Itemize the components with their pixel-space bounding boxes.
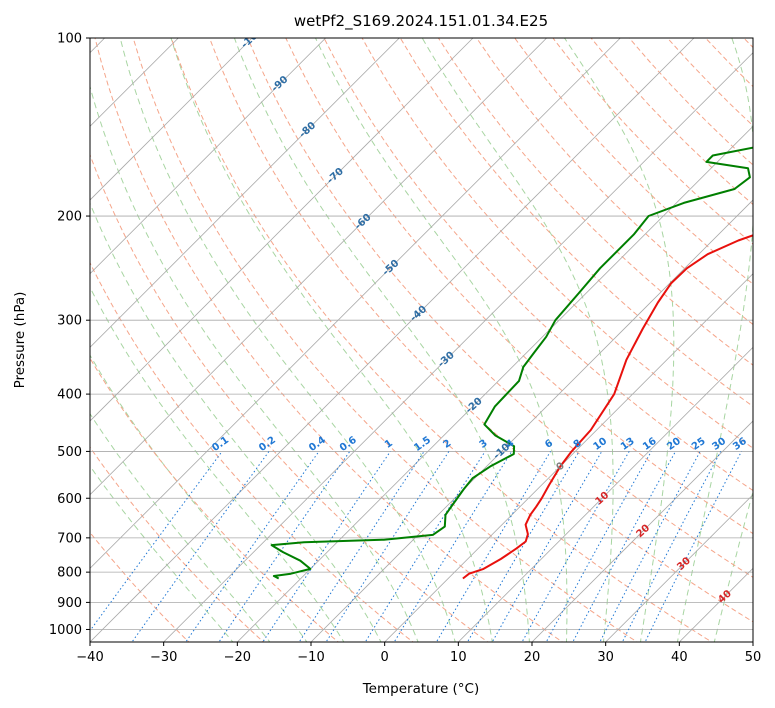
isotherm-line (90, 38, 400, 348)
mixing-ratio-line (364, 451, 486, 642)
dry-adiabats (90, 38, 753, 642)
y-tick-label: 700 (57, 531, 82, 546)
isotherm-line (90, 38, 253, 201)
isotherm-line (90, 38, 474, 422)
y-tick-label: 300 (57, 314, 82, 329)
isotherm-line (90, 38, 326, 275)
isotherm-line (458, 346, 753, 642)
y-tick-label: 1000 (49, 623, 82, 638)
temperature-profile-line (462, 234, 753, 580)
x-tick-label: 20 (524, 650, 541, 665)
y-tick-label: 500 (57, 445, 82, 460)
y-tick-label: 100 (57, 32, 82, 47)
dry-adiabat-line (476, 38, 753, 326)
pressure-gridlines (90, 38, 753, 630)
x-tick-label: −10 (297, 650, 324, 665)
dry-adiabat-line (90, 357, 339, 642)
isotherm-line (90, 38, 621, 569)
mixing-ratio-lines (90, 451, 742, 642)
y-tick-label: 200 (57, 210, 82, 225)
isotherm-line (531, 420, 753, 642)
moist-adiabat-line (90, 84, 419, 642)
dry-adiabat-line (361, 38, 753, 449)
mixing-ratio-line (90, 451, 223, 632)
y-tick-label: 800 (57, 566, 82, 581)
dry-adiabat-line (437, 38, 753, 366)
mixing-ratio-line (298, 451, 425, 642)
dry-adiabat-line (90, 153, 489, 642)
x-tick-label: −30 (150, 650, 177, 665)
mixing-ratio-line (393, 451, 513, 642)
dry-adiabat-line (94, 38, 564, 642)
mixing-ratio-line (131, 451, 270, 642)
x-tick-label: 0 (381, 650, 389, 665)
x-axis-title: Temperature (°C) (362, 681, 480, 697)
moist-adiabat-line (90, 202, 382, 642)
y-axis: 100 200 300 400 500 600 700 800 900 1000 (49, 32, 90, 638)
isotherm-line (605, 494, 753, 642)
mixing-ratio-line (466, 451, 580, 642)
y-tick-label: 400 (57, 388, 82, 403)
isotherm-line (90, 38, 695, 642)
mixing-ratio-line (262, 451, 391, 642)
sounding-series (270, 146, 753, 580)
mixing-ratio-line (599, 451, 701, 642)
mixing-ratio-line (185, 451, 320, 642)
x-axis: −40 −30 −20 −10 0 10 20 30 40 50 (76, 642, 761, 665)
dry-adiabat-line (90, 446, 265, 642)
x-tick-label: 30 (597, 650, 614, 665)
mixing-ratio-line (435, 451, 552, 642)
x-tick-label: −40 (76, 650, 103, 665)
x-tick-label: 40 (671, 650, 688, 665)
y-tick-label: 600 (57, 492, 82, 507)
chart-title: wetPf2_S169.2024.151.01.34.E25 (294, 12, 548, 31)
mixing-ratio-line (621, 451, 722, 642)
mixing-ratio-line (325, 451, 450, 642)
x-tick-label: 10 (450, 650, 467, 665)
dry-adiabat-line (285, 38, 753, 535)
plot-area: 0.1 0.2 0.4 0.6 1 1.5 2 3 4 6 8 10 13 16 20 25 30 36-100-… (90, 38, 753, 642)
mixing-ratio-line (218, 451, 351, 642)
isotherm-line (90, 38, 547, 496)
x-tick-label: 50 (745, 650, 762, 665)
dewpoint-profile-line (270, 146, 753, 580)
plot-frame (89, 37, 754, 643)
y-axis-title: Pressure (hPa) (12, 292, 28, 389)
dry-adiabat-line (323, 38, 753, 492)
mixing-ratio-line (545, 451, 652, 642)
isotherm-line (163, 52, 753, 642)
isotherm-line (384, 273, 753, 642)
y-tick-label: 900 (57, 596, 82, 611)
x-tick-label: −20 (224, 650, 251, 665)
isotherm-line (310, 199, 753, 642)
mixing-ratio-line (572, 451, 676, 642)
